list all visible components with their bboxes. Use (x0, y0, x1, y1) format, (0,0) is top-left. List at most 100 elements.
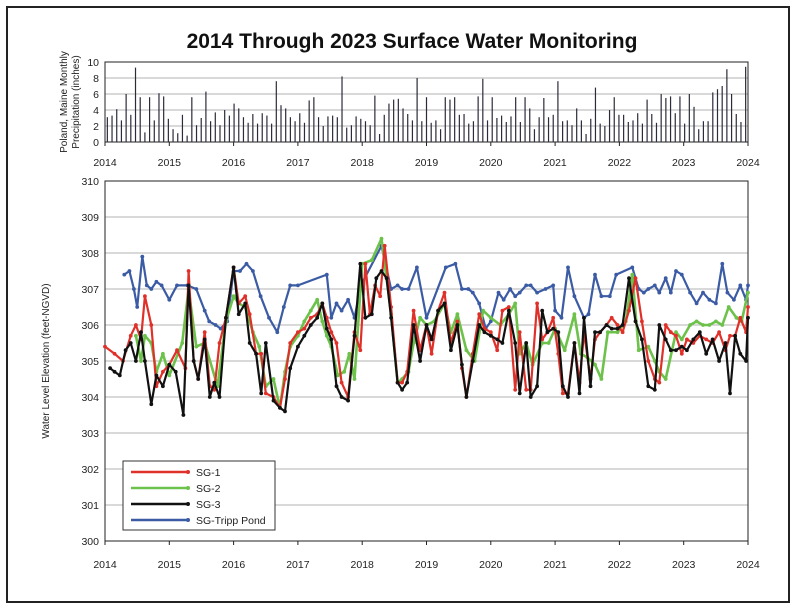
level-x-tick-label: 2014 (93, 559, 117, 571)
series-point (112, 351, 117, 356)
series-point (329, 337, 334, 342)
legend-label: SG-1 (196, 467, 221, 479)
series-point (382, 243, 387, 248)
series-point (640, 319, 644, 324)
series-point (320, 301, 325, 306)
precip-ylabel-line2: Precipitation (inches) (71, 55, 82, 148)
series-point (149, 323, 154, 327)
series-point (283, 377, 287, 381)
series-point (281, 305, 286, 309)
series-point (720, 323, 725, 327)
series-point (308, 308, 313, 313)
series-point (288, 341, 293, 345)
series-point (212, 380, 217, 385)
series-point (513, 341, 518, 345)
series-point (302, 319, 307, 324)
series-point (271, 398, 276, 403)
series-point (324, 326, 329, 331)
series-point (517, 330, 522, 335)
series-point (641, 290, 646, 295)
level-x-tick-label: 2021 (543, 559, 567, 571)
series-point (540, 341, 545, 345)
series-point (582, 315, 586, 320)
series-point (598, 330, 602, 335)
series-point (630, 265, 635, 270)
series-point (455, 319, 460, 324)
series-point (707, 297, 712, 302)
precip-x-tick-label: 2020 (479, 157, 503, 169)
series-point (139, 330, 143, 335)
series-point (378, 294, 383, 299)
series-point (411, 308, 416, 313)
series-point (728, 333, 732, 338)
series-point (652, 387, 657, 392)
series-point (688, 323, 692, 327)
series-point (161, 384, 165, 389)
series-point (701, 290, 705, 295)
series-point (556, 330, 561, 335)
series-point (244, 261, 249, 266)
series-point (346, 398, 350, 403)
series-point (415, 265, 419, 270)
series-point (599, 377, 604, 381)
series-point (123, 348, 128, 353)
series-point (701, 323, 705, 327)
series-point (335, 373, 340, 378)
series-point (646, 359, 651, 363)
series-point (334, 301, 339, 306)
series-point (140, 254, 145, 259)
series-point (400, 380, 404, 385)
level-x-tick-label: 2024 (736, 559, 760, 571)
series-point (704, 337, 709, 342)
series-point (429, 337, 434, 342)
series-point (406, 287, 411, 291)
series-point (620, 323, 625, 327)
series-point (202, 337, 207, 342)
series-point (400, 387, 404, 392)
precip-x-tick-label: 2017 (286, 157, 310, 169)
series-point (128, 333, 133, 338)
series-point (517, 290, 522, 295)
series-point (566, 265, 570, 270)
series-point (363, 261, 368, 266)
series-point (186, 269, 191, 273)
series-point (418, 315, 422, 320)
series-point (607, 294, 612, 299)
series-point (175, 348, 179, 353)
series-point (717, 359, 721, 363)
series-point (442, 290, 447, 295)
series-point (143, 294, 147, 299)
series-point (506, 308, 511, 313)
series-point (251, 269, 255, 273)
series-point (243, 294, 248, 299)
series-point (247, 312, 252, 317)
series-point (470, 290, 475, 295)
series-point (149, 287, 154, 291)
series-point (263, 391, 268, 396)
series-point (358, 348, 363, 353)
series-point (389, 315, 393, 320)
series-point (259, 351, 264, 356)
series-point (646, 344, 651, 349)
series-point (517, 391, 522, 396)
series-point (143, 333, 147, 338)
series-point (657, 380, 662, 385)
series-point (572, 294, 577, 299)
series-point (679, 344, 684, 349)
series-point (524, 283, 529, 288)
series-point (540, 308, 545, 313)
series-point (668, 348, 673, 353)
series-point (135, 305, 140, 309)
series-point (339, 380, 344, 385)
series-point (194, 344, 199, 349)
series-point (334, 341, 339, 345)
series-point (714, 319, 718, 324)
series-point (679, 351, 684, 356)
series-point (551, 283, 556, 288)
series-point (308, 315, 313, 320)
series-point (339, 308, 344, 313)
series-point (186, 283, 191, 288)
series-point (679, 272, 684, 277)
series-point (324, 272, 329, 277)
